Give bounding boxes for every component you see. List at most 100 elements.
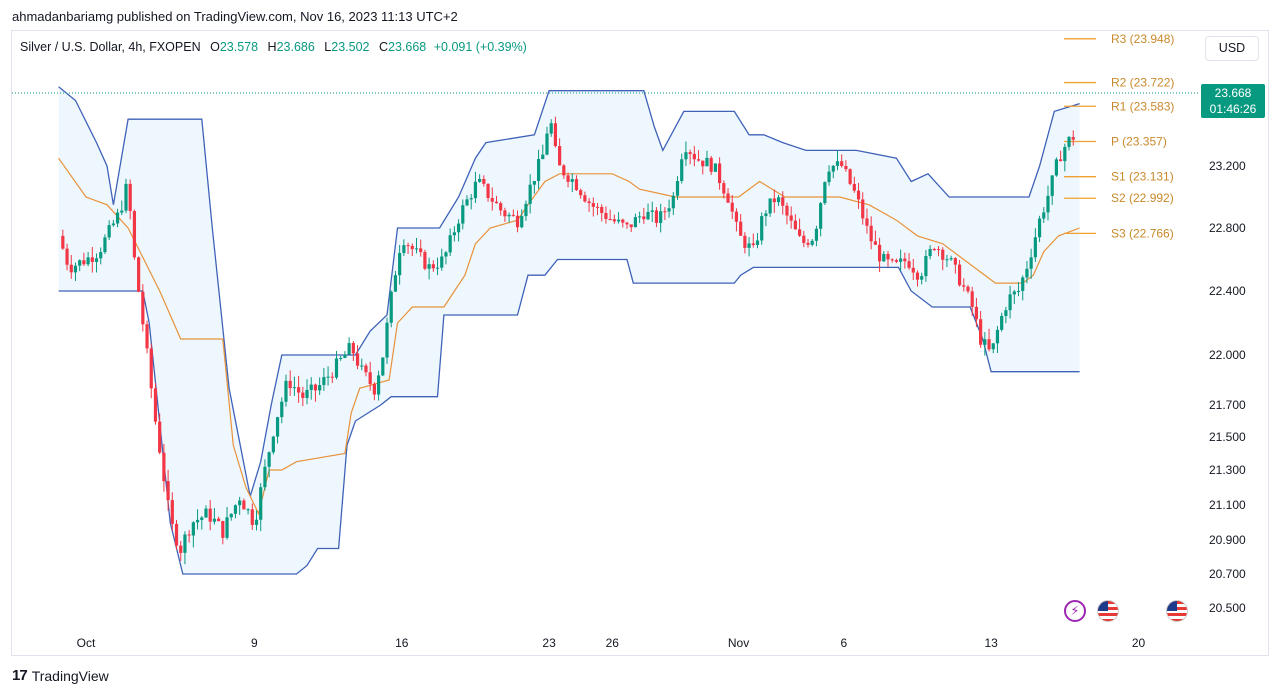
candle-body — [760, 216, 764, 241]
candle-body — [149, 348, 153, 389]
candle-body — [785, 205, 789, 216]
legend-high-value: 23.686 — [276, 40, 315, 54]
tradingview-mark-icon: 17 — [12, 667, 28, 684]
candle-body — [191, 522, 195, 536]
candle-body — [217, 518, 221, 522]
candle-body — [654, 210, 659, 223]
candle-body — [301, 392, 305, 398]
candle-body — [128, 183, 132, 212]
candle-body — [431, 264, 435, 269]
candle-body — [360, 365, 364, 367]
candle-body — [309, 384, 313, 390]
candle-body — [587, 201, 591, 204]
candle-body — [368, 372, 372, 385]
candle-body — [233, 505, 238, 514]
us-flag-icon[interactable] — [1166, 600, 1188, 622]
x-tick-label: Nov — [728, 636, 749, 650]
last-price-tag: 23.668 01:46:26 — [1201, 84, 1265, 118]
candle-body — [334, 358, 339, 378]
candle-body — [271, 436, 275, 453]
candle-body — [579, 190, 583, 196]
y-tick-label: 23.200 — [1209, 159, 1246, 173]
channel-fill — [58, 86, 1080, 575]
candle-body — [831, 165, 835, 172]
candle-body — [595, 206, 600, 208]
candle-body — [381, 357, 385, 376]
x-tick-label: 13 — [984, 636, 998, 650]
candle-body — [1063, 146, 1067, 162]
candle-body — [520, 216, 524, 228]
candle-body — [292, 387, 296, 389]
candle-body — [882, 253, 886, 262]
candle-body — [115, 212, 120, 224]
candle-body — [1016, 290, 1021, 292]
candle-body — [330, 376, 334, 378]
candle-body — [562, 165, 566, 176]
candle-body — [69, 264, 73, 273]
candle-body — [608, 219, 612, 221]
candle-body — [688, 152, 692, 154]
candle-body — [111, 223, 115, 226]
candle-body — [339, 357, 343, 359]
candle-body — [856, 190, 861, 200]
candle-body — [920, 276, 924, 280]
publisher-caption: ahmadanbariamg published on TradingView.… — [12, 9, 458, 24]
candle-body — [1008, 294, 1012, 311]
y-tick-label: 20.700 — [1209, 567, 1246, 581]
candle-body — [1042, 212, 1046, 219]
candle-body — [145, 324, 149, 349]
candle-body — [932, 249, 936, 251]
candle-body — [806, 242, 810, 245]
candle-body — [789, 215, 793, 221]
pivot-label-r3: R3 (23.948) — [1111, 32, 1174, 46]
candle-body — [718, 163, 722, 184]
pivot-label-r1: R1 (23.583) — [1111, 99, 1174, 113]
candle-body — [532, 180, 536, 185]
candle-body — [793, 220, 797, 230]
candle-body — [953, 258, 957, 265]
candle-body — [406, 245, 410, 247]
candle-body — [869, 225, 873, 242]
candle-body — [364, 365, 368, 373]
candle-body — [865, 218, 869, 226]
legend-close-value: 23.668 — [388, 40, 427, 54]
candle-body — [221, 521, 225, 538]
candle-body — [288, 380, 292, 389]
candle-body — [671, 195, 675, 209]
candle-body — [238, 500, 242, 506]
candle-body — [343, 354, 347, 358]
candle-body — [566, 175, 570, 182]
candle-body — [802, 235, 806, 243]
candle-body — [503, 210, 507, 217]
tradingview-logo[interactable]: 17 TradingView — [12, 667, 109, 684]
candle-body — [625, 222, 629, 225]
candle-body — [915, 272, 920, 280]
candle-body — [427, 264, 431, 269]
legend-symbol[interactable]: Silver / U.S. Dollar, 4h, FXOPEN — [20, 40, 201, 54]
y-tick-label: 21.100 — [1209, 498, 1246, 512]
legend-low-label: L — [324, 40, 332, 54]
y-tick-label: 21.700 — [1209, 398, 1246, 412]
candle-body — [86, 257, 90, 265]
candle-body — [166, 481, 170, 501]
y-tick-label: 22.400 — [1209, 284, 1246, 298]
candle-body — [827, 171, 831, 183]
candle-body — [680, 159, 684, 181]
lightning-icon[interactable]: ⚡ — [1064, 600, 1086, 622]
candle-body — [170, 500, 174, 524]
candle-body — [739, 221, 743, 236]
candle-body — [970, 291, 974, 307]
candle-body — [490, 197, 494, 202]
channel-lower-line — [58, 258, 1080, 575]
candle-body — [974, 306, 979, 320]
currency-selector[interactable]: USD — [1205, 36, 1259, 61]
us-flag-icon[interactable] — [1097, 600, 1119, 622]
channel-upper-line — [58, 86, 1080, 497]
candle-body — [600, 207, 604, 213]
candle-body — [541, 154, 545, 160]
candle-body — [945, 259, 949, 261]
candle-body — [642, 216, 646, 220]
candle-body — [709, 157, 713, 172]
candle-body — [1029, 257, 1033, 269]
